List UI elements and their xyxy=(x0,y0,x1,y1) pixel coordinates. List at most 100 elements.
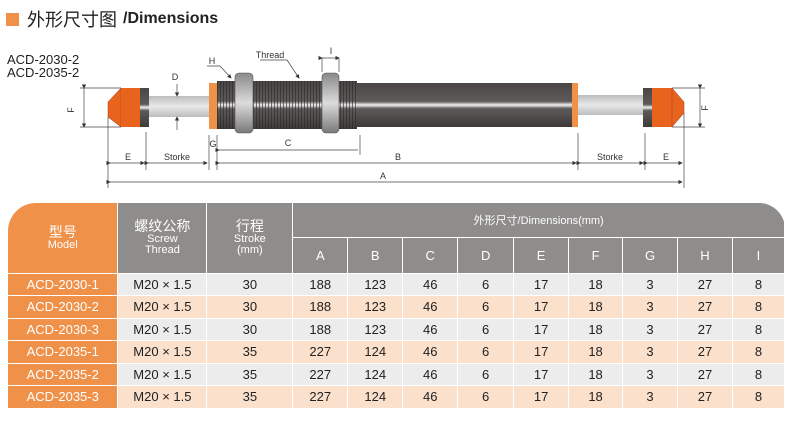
table-cell: 8 xyxy=(732,273,786,296)
table-cell: 3 xyxy=(622,318,678,341)
orange-washer xyxy=(209,83,217,129)
dim-c-label: C xyxy=(285,138,292,148)
right-cap xyxy=(643,87,685,128)
table-cell: 46 xyxy=(402,295,459,319)
table-row: ACD-2030-2 M20 × 1.5 30 188 123 46 6 17 18 3 27 8 xyxy=(8,295,786,319)
table-cell: 6 xyxy=(457,340,515,364)
header-dim-b: B xyxy=(347,237,404,274)
dim-e-label: E xyxy=(663,152,669,162)
table-cell: 18 xyxy=(568,363,624,386)
table-cell: 46 xyxy=(402,273,459,296)
dim-f-label: F xyxy=(700,105,710,111)
table-cell: 124 xyxy=(347,340,404,364)
table-cell: 27 xyxy=(677,318,733,341)
header-dimensions: 外形尺寸/Dimensions(mm) xyxy=(292,203,785,238)
orange-square-icon xyxy=(6,12,19,26)
dim-i-label: I xyxy=(330,46,333,56)
header-dim-e: E xyxy=(513,237,570,274)
table-cell: M20 × 1.5 xyxy=(117,385,208,409)
table-cell: 6 xyxy=(457,363,515,386)
table-cell: 35 xyxy=(206,363,294,386)
table-cell: 227 xyxy=(292,385,349,409)
table-cell: 6 xyxy=(457,295,515,319)
header-dim-a: A xyxy=(292,237,349,274)
table-cell: M20 × 1.5 xyxy=(117,363,208,386)
table-cell: 8 xyxy=(732,318,786,341)
nut xyxy=(234,72,254,134)
table-cell: M20 × 1.5 xyxy=(117,318,208,341)
header-dim-f: F xyxy=(568,237,624,274)
table-cell: 30 xyxy=(206,273,294,296)
table-row: ACD-2035-3 M20 × 1.5 35 227 124 46 6 17 18 3 27 8 xyxy=(8,385,786,409)
table-cell: 8 xyxy=(732,385,786,409)
table-cell: 123 xyxy=(347,318,404,341)
model-cell: ACD-2035-2 xyxy=(8,363,119,386)
table-cell: 27 xyxy=(677,363,733,386)
table-cell: 27 xyxy=(677,273,733,296)
header-dim-h: H xyxy=(677,237,733,274)
table-cell: 3 xyxy=(622,363,678,386)
model-cell: ACD-2030-3 xyxy=(8,318,119,341)
table-cell: 27 xyxy=(677,295,733,319)
section-title: 外形尺寸图 /Dimensions xyxy=(6,6,218,32)
model-cell: ACD-2030-1 xyxy=(8,273,119,296)
dim-h-label: H xyxy=(209,56,216,66)
table-cell: 3 xyxy=(622,340,678,364)
model-cell: ACD-2035-1 xyxy=(8,340,119,364)
stroke-label: Storke xyxy=(597,152,623,162)
table-cell: 17 xyxy=(513,385,570,409)
table-cell: 227 xyxy=(292,363,349,386)
table-cell: 17 xyxy=(513,295,570,319)
table-cell: 18 xyxy=(568,295,624,319)
model-label: ACD-2030-2 xyxy=(7,52,80,67)
table-cell: 18 xyxy=(568,340,624,364)
table-cell: M20 × 1.5 xyxy=(117,295,208,319)
model-cell: ACD-2035-3 xyxy=(8,385,119,409)
table-cell: 18 xyxy=(568,273,624,296)
table-cell: 35 xyxy=(206,340,294,364)
dim-a-label: A xyxy=(380,171,386,181)
model-label: ACD-2035-2 xyxy=(7,65,80,80)
header-model: 型号 Model xyxy=(8,203,119,274)
header-dim-g: G xyxy=(622,237,678,274)
header-stroke: 行程 Stroke (mm) xyxy=(206,203,294,274)
header-dim-c: C xyxy=(402,237,459,274)
table-cell: 17 xyxy=(513,340,570,364)
table-cell: 8 xyxy=(732,340,786,364)
thread-label: Thread xyxy=(256,50,285,60)
title-en: /Dimensions xyxy=(123,10,219,27)
table-cell: 6 xyxy=(457,318,515,341)
cylinder-body xyxy=(357,83,572,127)
table-cell: 30 xyxy=(206,318,294,341)
header-dim-i: I xyxy=(732,237,786,274)
table-cell: 46 xyxy=(402,385,459,409)
table-cell: 35 xyxy=(206,385,294,409)
dim-d-label: D xyxy=(172,72,179,82)
table-cell: 188 xyxy=(292,318,349,341)
table-cell: 124 xyxy=(347,363,404,386)
table-row: ACD-2030-1 M20 × 1.5 30 188 123 46 6 17 18 3 27 8 xyxy=(8,273,786,296)
model-cell: ACD-2030-2 xyxy=(8,295,119,319)
nut xyxy=(321,72,340,134)
table-cell: 17 xyxy=(513,273,570,296)
table-cell: 17 xyxy=(513,363,570,386)
dim-f-label: F xyxy=(66,107,76,113)
dim-b-label: B xyxy=(395,152,401,162)
table-cell: 6 xyxy=(457,273,515,296)
table-cell: 123 xyxy=(347,295,404,319)
table-cell: 3 xyxy=(622,295,678,319)
table-cell: 3 xyxy=(622,385,678,409)
table-row: ACD-2035-2 M20 × 1.5 35 227 124 46 6 17 18 3 27 8 xyxy=(8,363,786,386)
dim-e-label: E xyxy=(125,152,131,162)
table-row: ACD-2030-3 M20 × 1.5 30 188 123 46 6 17 18 3 27 8 xyxy=(8,318,786,341)
table-cell: 188 xyxy=(292,273,349,296)
table-cell: 27 xyxy=(677,385,733,409)
table-cell: 17 xyxy=(513,318,570,341)
table-cell: 27 xyxy=(677,340,733,364)
table-cell: 46 xyxy=(402,340,459,364)
table-cell: 18 xyxy=(568,318,624,341)
dim-g-label: G xyxy=(209,139,216,149)
table-cell: 6 xyxy=(457,385,515,409)
dimensions-table: 型号 Model 螺纹公称 Screw Thread 行程 Stroke (mm) 外形尺… xyxy=(8,203,786,409)
diagram-models: ACD-2030-2 ACD-2035-2 xyxy=(7,53,79,79)
